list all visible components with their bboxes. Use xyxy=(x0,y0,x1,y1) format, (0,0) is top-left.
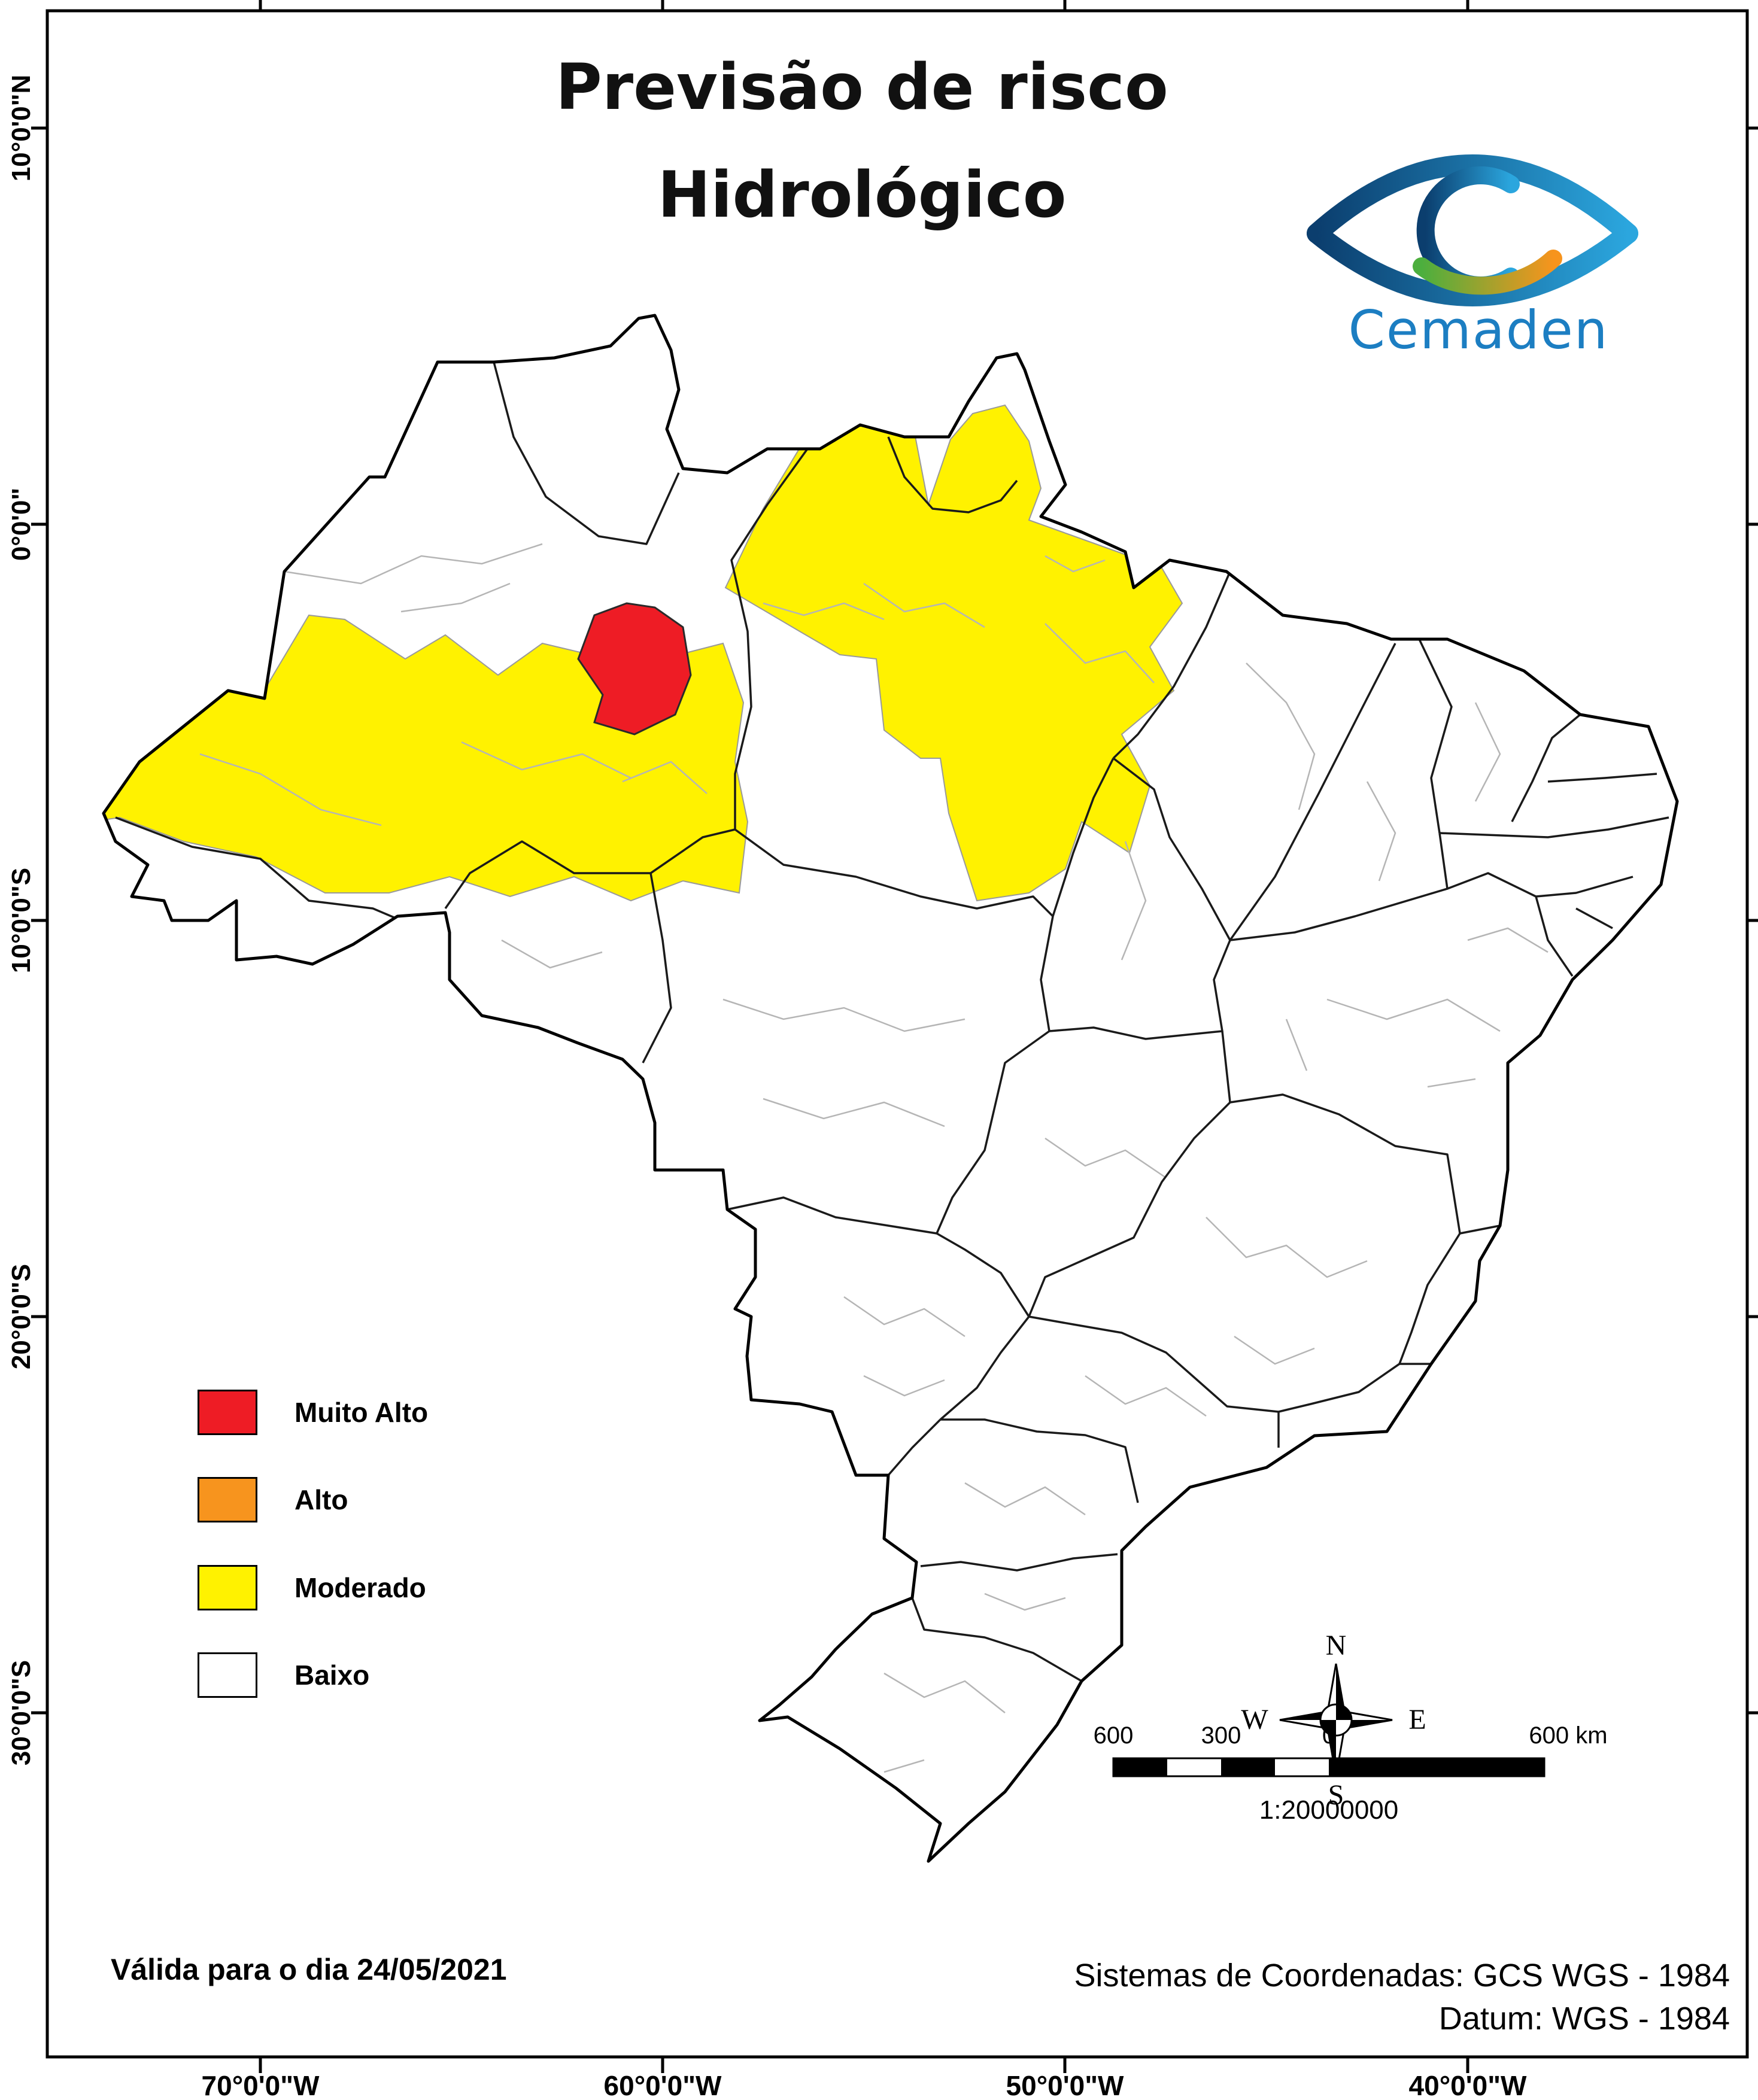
legend-label-alto: Alto xyxy=(294,1484,348,1515)
page-title-line1: Previsão de risco xyxy=(555,50,1168,124)
risk-region-moderado-amazonas xyxy=(104,614,749,902)
lat-label-30s: 30°0'0"S xyxy=(7,1660,36,1766)
compass-s-label: S xyxy=(1328,1779,1344,1811)
scale-label-600-right: 600 km xyxy=(1529,1722,1608,1749)
lat-label-10n: 10°0'0"N xyxy=(7,74,36,182)
scale-label-300: 300 xyxy=(1201,1722,1241,1749)
validity-date: Válida para o dia 24/05/2021 xyxy=(111,1953,507,1986)
legend-label-baixo: Baixo xyxy=(294,1660,370,1691)
lat-label-20s: 20°0'0"S xyxy=(7,1263,36,1370)
scale-ratio: 1:20000000 xyxy=(1259,1795,1399,1825)
legend-swatch-moderado xyxy=(198,1565,257,1610)
crs-line1: Sistemas de Coordenadas: GCS WGS - 1984 xyxy=(1074,1958,1730,1993)
risk-region-muito-alto xyxy=(577,602,692,736)
map-frame xyxy=(45,9,1749,2059)
cemaden-logo-icon xyxy=(1307,154,1638,306)
coordinate-system-note: Sistemas de Coordenadas: GCS WGS - 1984 … xyxy=(1074,1955,1730,2041)
municipality-boundaries xyxy=(199,543,1549,1773)
legend-swatch-baixo xyxy=(198,1652,257,1698)
axis-ticks xyxy=(31,0,1758,2073)
legend-item-alto: Alto xyxy=(198,1477,348,1522)
legend-item-muito-alto: Muito Alto xyxy=(198,1390,428,1435)
legend-label-moderado: Moderado xyxy=(294,1572,426,1603)
risk-region-moderado-para xyxy=(724,404,1183,902)
legend-swatch-muito-alto xyxy=(198,1390,257,1435)
lon-label-70w: 70°0'0"W xyxy=(201,2070,320,2100)
lon-label-60w: 60°0'0"W xyxy=(603,2070,722,2100)
crs-line2: Datum: WGS - 1984 xyxy=(1438,2000,1730,2037)
scale-label-600-left: 600 xyxy=(1093,1722,1134,1749)
legend-label-muito-alto: Muito Alto xyxy=(294,1397,429,1428)
page-title-line2: Hidrológico xyxy=(657,158,1067,232)
state-boundaries xyxy=(115,361,1669,1682)
scale-label-0: 0 xyxy=(1322,1722,1336,1749)
compass-w-label: W xyxy=(1241,1704,1268,1736)
scale-bar xyxy=(1112,1757,1546,1777)
compass-rose xyxy=(1279,1663,1393,1777)
lat-label-0: 0°0'0" xyxy=(7,487,36,561)
legend-swatch-alto xyxy=(198,1477,257,1522)
legend-item-baixo: Baixo xyxy=(198,1652,369,1698)
lon-label-50w: 50°0'0"W xyxy=(1006,2070,1124,2100)
lon-label-40w: 40°0'0"W xyxy=(1408,2070,1527,2100)
brazil-outline xyxy=(102,314,1679,1863)
cemaden-wordmark: Cemaden xyxy=(1348,299,1609,361)
compass-e-label: E xyxy=(1408,1704,1426,1736)
legend-item-moderado: Moderado xyxy=(198,1565,426,1610)
lat-label-10s: 10°0'0"S xyxy=(7,867,36,974)
compass-n-label: N xyxy=(1325,1630,1347,1661)
page-title: Previsão de risco Hidrológico xyxy=(395,34,1329,249)
